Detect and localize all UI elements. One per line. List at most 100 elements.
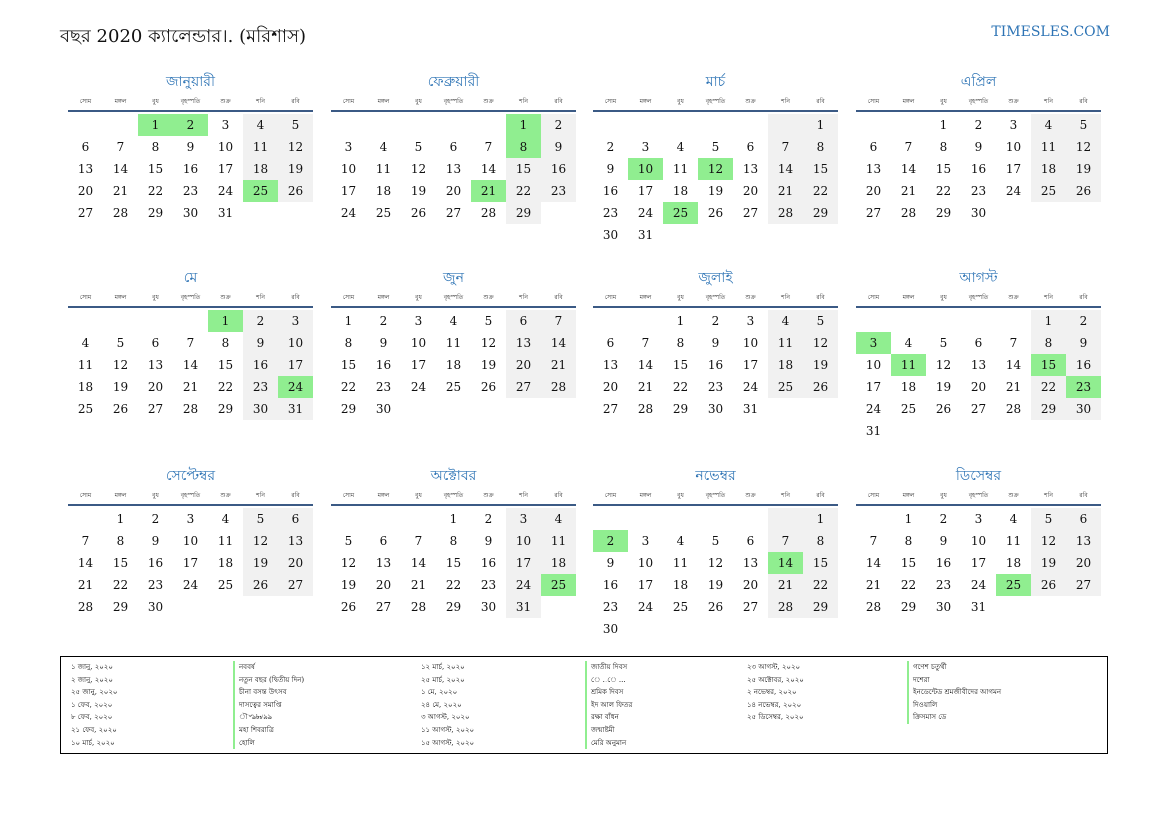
day-cell: 1 bbox=[116, 512, 125, 526]
weekday-label: মঙ্গল bbox=[377, 98, 390, 105]
day-cell: 22 bbox=[803, 574, 838, 596]
holiday-date: ২ জানু, ২০২০ bbox=[71, 675, 113, 684]
day-cell: 6 bbox=[151, 336, 160, 350]
day-cell: 7 bbox=[186, 336, 195, 350]
day-cell: 11 bbox=[768, 332, 803, 354]
day-cell: 22 bbox=[672, 380, 689, 394]
weekday-header: সোম মঙ্গল বুধ বৃহস্পতি শুক্র শনি রবি bbox=[331, 96, 576, 112]
day-cell: 13 bbox=[602, 358, 619, 372]
day-cell: 13 bbox=[1066, 530, 1101, 552]
day-cell: 31 bbox=[970, 600, 987, 614]
weekday-label: বৃহস্পতি bbox=[180, 492, 201, 499]
weekday-label: বুধ bbox=[415, 294, 422, 301]
day-cell: 3 bbox=[974, 512, 983, 526]
weekday-label: বৃহস্পতি bbox=[443, 492, 464, 499]
day-cell: 26 bbox=[935, 402, 952, 416]
day-cell: 11 bbox=[217, 534, 234, 548]
day-cell: 13 bbox=[742, 162, 759, 176]
day-cell: 26 bbox=[243, 574, 278, 596]
holiday-date: ২৪ মে, ২০২০ bbox=[421, 700, 462, 709]
weekday-label: শুক্র bbox=[220, 98, 231, 105]
day-cell: 13 bbox=[147, 358, 164, 372]
holiday-date: ১৪ নভেম্বর, ২০২০ bbox=[747, 700, 802, 709]
weekday-label: সোম bbox=[342, 98, 355, 105]
day-cell: 16 bbox=[935, 556, 952, 570]
day-cell: 27 bbox=[278, 574, 313, 596]
holiday-date: ৮ ফেব, ২০২০ bbox=[71, 713, 113, 722]
day-cell: 17 bbox=[410, 358, 427, 372]
day-cell: 13 bbox=[506, 332, 541, 354]
day-cell: 2 bbox=[974, 118, 983, 132]
day-cell: 1 bbox=[803, 114, 838, 136]
month-name: ফেব্রুয়ারী bbox=[427, 74, 480, 90]
weekday-label: মঙ্গল bbox=[114, 492, 127, 499]
day-cell: 7 bbox=[81, 534, 90, 548]
day-cell: 15 bbox=[506, 158, 541, 180]
day-cell: 23 bbox=[970, 184, 987, 198]
day-cell: 4 bbox=[904, 336, 913, 350]
weekday-label: শুক্র bbox=[220, 294, 231, 301]
day-cell: 28 bbox=[480, 206, 497, 220]
day-cell: 21 bbox=[865, 578, 882, 592]
day-cell: 16 bbox=[480, 556, 497, 570]
empty-cell bbox=[401, 508, 436, 530]
weekday-label: মঙ্গল bbox=[902, 98, 915, 105]
day-cell: 16 bbox=[375, 358, 392, 372]
day-cell: 4 bbox=[676, 140, 685, 154]
day-cell: 12 bbox=[935, 358, 952, 372]
month-name: সেপ্টেম্বর bbox=[165, 468, 216, 484]
day-cell: 9 bbox=[151, 534, 160, 548]
day-cell: 14 bbox=[182, 358, 199, 372]
day-cell: 17 bbox=[637, 184, 654, 198]
day-cell: 13 bbox=[278, 530, 313, 552]
weekday-label: মঙ্গল bbox=[639, 294, 652, 301]
day-cell: 9 bbox=[974, 140, 983, 154]
holiday-day-cell: 1 bbox=[208, 310, 243, 332]
day-cell: 3 bbox=[221, 118, 230, 132]
month-name: জুলাই bbox=[698, 270, 733, 286]
day-cell: 18 bbox=[672, 184, 689, 198]
weekday-header: সোম মঙ্গল বুধ বৃহস্পতি শুক্র শনি রবি bbox=[331, 490, 576, 506]
holiday-name: রক্ষা বাঁধন bbox=[585, 711, 632, 724]
empty-cell bbox=[401, 114, 436, 136]
day-cell: 20 bbox=[375, 578, 392, 592]
weekday-label: সোম bbox=[79, 98, 92, 105]
month-name: এপ্রিল bbox=[960, 74, 997, 90]
day-cell: 11 bbox=[243, 136, 278, 158]
day-cell: 10 bbox=[506, 530, 541, 552]
day-cell: 2 bbox=[379, 314, 388, 328]
day-cell: 3 bbox=[641, 140, 650, 154]
day-cell: 9 bbox=[606, 556, 615, 570]
day-cell: 2 bbox=[484, 512, 493, 526]
day-cell: 24 bbox=[970, 578, 987, 592]
day-cell: 23 bbox=[707, 380, 724, 394]
day-cell: 17 bbox=[742, 358, 759, 372]
weekday-label: মঙ্গল bbox=[377, 492, 390, 499]
day-cell: 18 bbox=[1005, 556, 1022, 570]
weekday-label: শুক্র bbox=[1008, 294, 1019, 301]
weekday-header: সোম মঙ্গল বুধ বৃহস্পতি শুক্র শনি রবি bbox=[593, 490, 838, 506]
day-cell: 6 bbox=[379, 534, 388, 548]
weekday-label: শনি bbox=[781, 492, 790, 499]
day-cell: 16 bbox=[182, 162, 199, 176]
day-cell: 3 bbox=[344, 140, 353, 154]
day-cell: 9 bbox=[939, 534, 948, 548]
day-grid: 1 2 3 4 5 6 7 8 9 10 11 12 13 14 15 16 17 18 19 20 21 22 23 24 2… bbox=[856, 508, 1101, 618]
brand-link[interactable]: TIMESLES.COM bbox=[991, 24, 1110, 40]
day-cell: 28 bbox=[865, 600, 882, 614]
day-cell: 24 bbox=[1005, 184, 1022, 198]
day-cell: 19 bbox=[803, 354, 838, 376]
day-cell: 6 bbox=[974, 336, 983, 350]
holiday-date: ২ নভেম্বর, ২০২০ bbox=[747, 688, 797, 697]
weekday-label: বৃহস্পতি bbox=[443, 294, 464, 301]
day-cell: 16 bbox=[147, 556, 164, 570]
weekday-label: বুধ bbox=[152, 98, 159, 105]
empty-cell bbox=[698, 508, 733, 530]
day-cell: 27 bbox=[865, 206, 882, 220]
day-cell: 4 bbox=[1031, 114, 1066, 136]
holiday-day-cell: 10 bbox=[628, 158, 663, 180]
weekday-label: মঙ্গল bbox=[902, 492, 915, 499]
day-cell: 6 bbox=[606, 336, 615, 350]
holiday-day-cell: 1 bbox=[506, 114, 541, 136]
weekday-label: সোম bbox=[867, 294, 880, 301]
